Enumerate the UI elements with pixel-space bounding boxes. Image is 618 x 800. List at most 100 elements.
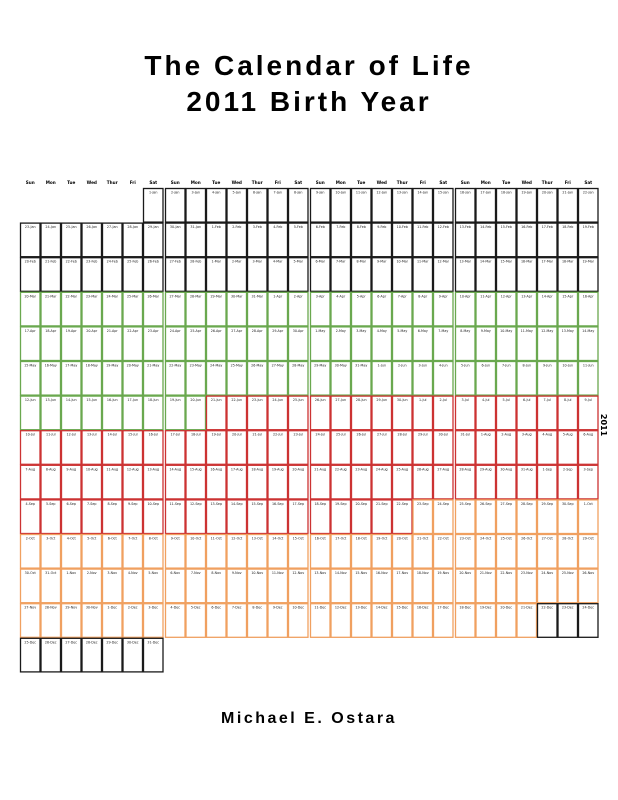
day-cell	[267, 326, 289, 362]
day-cell	[371, 430, 393, 465]
day-cell	[226, 257, 248, 292]
weekday-label: Mon	[336, 180, 346, 185]
day-label: 27-May	[272, 364, 284, 368]
day-label: 14-Dec	[376, 606, 388, 610]
day-cell	[536, 257, 558, 292]
day-cell	[516, 568, 538, 604]
day-label: 28-Sep	[521, 502, 533, 506]
day-cell	[142, 430, 164, 465]
day-label: 12-Jan	[376, 191, 387, 195]
day-label: 21-May	[147, 364, 159, 368]
day-label: 26-Dec	[45, 640, 57, 644]
day-cell	[185, 533, 207, 569]
day-label: 19-Jan	[521, 191, 532, 195]
day-label: 13-Apr	[521, 294, 533, 298]
day-cell	[19, 360, 41, 396]
day-cell	[391, 291, 413, 327]
day-cell	[205, 395, 227, 431]
day-label: 11-Apr	[480, 294, 492, 298]
day-cell	[557, 360, 579, 396]
day-label: 13-Dec	[355, 606, 367, 610]
day-cell	[391, 430, 413, 465]
day-cell	[371, 291, 393, 327]
day-cell	[164, 430, 186, 465]
day-label: 13-Sep	[210, 502, 222, 506]
day-cell	[371, 222, 393, 258]
day-label: 1-Aug	[481, 433, 491, 437]
day-label: 13-Jan	[397, 191, 408, 195]
day-label: 8-Jan	[294, 191, 303, 195]
day-label: 16-Feb	[521, 225, 532, 229]
day-label: 17-Mar	[541, 260, 553, 264]
day-label: 18-Jan	[501, 191, 512, 195]
day-cell	[350, 291, 372, 327]
day-cell	[371, 187, 393, 223]
day-cell	[371, 603, 393, 638]
day-label: 2-Oct	[26, 537, 36, 541]
day-cell	[122, 499, 144, 535]
day-label: 20-Aug	[292, 467, 304, 471]
day-cell	[226, 533, 248, 569]
day-label: 7-Feb	[336, 225, 345, 229]
day-label: 25-Jan	[66, 225, 77, 229]
day-cell	[454, 464, 476, 500]
day-cell	[142, 187, 164, 223]
day-cell	[164, 360, 186, 396]
day-cell	[40, 499, 62, 535]
day-cell	[371, 533, 393, 569]
day-label: 27-Feb	[170, 260, 181, 264]
day-cell	[287, 395, 309, 431]
day-label: 12-Apr	[501, 294, 513, 298]
day-cell	[101, 257, 123, 292]
day-cell	[164, 395, 186, 431]
day-label: 6-Sep	[66, 502, 76, 506]
day-cell	[226, 291, 248, 327]
day-label: 7-Jun	[502, 364, 511, 368]
day-cell	[391, 464, 413, 500]
day-cell	[309, 360, 331, 396]
day-cell	[246, 603, 268, 638]
weekday-label: Fri	[565, 180, 572, 185]
day-label: 27-Mar	[169, 294, 181, 298]
day-label: 23-Jul	[293, 433, 303, 437]
day-label: 24-Jul	[315, 433, 325, 437]
day-cell	[412, 568, 434, 604]
day-label: 4-Sep	[25, 502, 35, 506]
day-cell	[309, 395, 331, 431]
day-cell	[164, 464, 186, 500]
day-cell	[454, 499, 476, 535]
day-label: 26-Feb	[148, 260, 159, 264]
day-label: 10-Nov	[251, 571, 263, 575]
day-label: 28-Nov	[45, 606, 57, 610]
day-cell	[226, 499, 248, 535]
day-label: 8-Apr	[418, 294, 428, 298]
day-label: 16-Mar	[521, 260, 533, 264]
day-label: 27-Dec	[65, 640, 77, 644]
day-cell	[557, 222, 579, 258]
day-label: 23-Jun	[252, 398, 263, 402]
day-label: 29-Mar	[210, 294, 222, 298]
day-label: 11-Dec	[314, 606, 326, 610]
day-cell	[101, 291, 123, 327]
day-label: 13-Mar	[459, 260, 471, 264]
weekday-label: Sat	[584, 180, 592, 185]
day-cell	[164, 533, 186, 569]
day-label: 31-Mar	[251, 294, 263, 298]
day-label: 28-Mar	[190, 294, 202, 298]
day-label: 14-Jan	[417, 191, 428, 195]
day-cell	[19, 637, 41, 673]
day-label: 16-Apr	[583, 294, 595, 298]
day-label: 2-Mar	[232, 260, 242, 264]
day-label: 2-Nov	[87, 571, 97, 575]
day-label: 29-Apr	[272, 329, 284, 333]
day-label: 3-Jun	[418, 364, 427, 368]
weekday-label: Thur	[107, 180, 119, 185]
day-cell	[287, 533, 309, 569]
day-cell	[205, 533, 227, 569]
day-cell	[330, 464, 352, 500]
day-label: 13-Jun	[45, 398, 56, 402]
day-cell	[164, 257, 186, 292]
day-label: 3-Mar	[252, 260, 262, 264]
day-label: 8-Sep	[107, 502, 117, 506]
day-label: 25-Jun	[293, 398, 304, 402]
